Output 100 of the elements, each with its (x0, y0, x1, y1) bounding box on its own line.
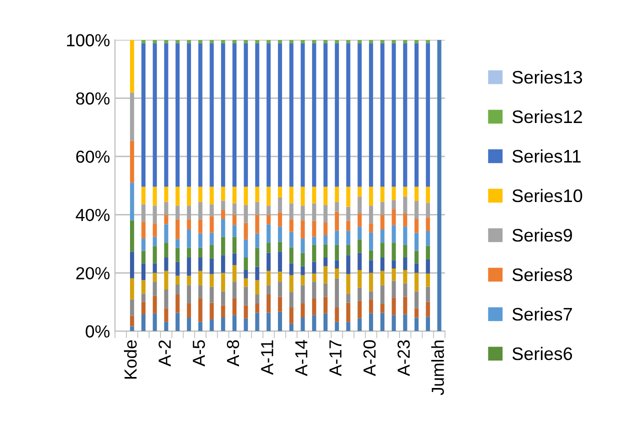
bar (232, 265, 237, 282)
bar (358, 239, 362, 253)
bar (210, 204, 214, 216)
bar (414, 232, 419, 251)
bar (210, 216, 214, 233)
bar (152, 206, 157, 224)
bar (300, 40, 305, 44)
bar (266, 40, 271, 44)
x-tick-label: A-23 (398, 340, 410, 376)
bar (312, 315, 316, 332)
bar (186, 303, 192, 318)
bar (278, 186, 282, 198)
bar (380, 40, 384, 44)
bar (244, 40, 248, 44)
bar (426, 273, 430, 287)
bar (300, 285, 305, 304)
bar (244, 205, 248, 223)
bar (266, 285, 271, 294)
legend-label: Series7 (512, 307, 572, 321)
bar (368, 186, 374, 206)
bar (426, 40, 430, 44)
bar (152, 40, 157, 44)
bar (186, 40, 192, 44)
bar (380, 242, 384, 258)
bar (414, 263, 419, 273)
bar (300, 275, 305, 286)
bar (186, 230, 192, 248)
bar (368, 260, 374, 273)
bar (358, 288, 362, 301)
bar (255, 43, 260, 187)
bar (414, 219, 419, 233)
x-tick-label: A-5 (192, 340, 206, 366)
bar (164, 214, 168, 224)
bar (414, 272, 419, 292)
bar (346, 294, 350, 303)
bar (289, 186, 294, 204)
bar (346, 302, 350, 322)
bar (198, 270, 202, 286)
bar (152, 263, 157, 273)
bar (198, 219, 202, 234)
bar (141, 294, 146, 302)
bar (289, 203, 294, 220)
bar (130, 299, 134, 316)
bar (255, 202, 260, 215)
bar (392, 268, 396, 281)
legend-label: Series13 (512, 70, 582, 84)
bar (323, 222, 328, 236)
bar (289, 247, 294, 264)
bar (244, 222, 248, 240)
bar (358, 196, 362, 214)
bar (392, 40, 396, 44)
bar (232, 298, 237, 316)
bar (266, 252, 271, 271)
y-tick-label: 0% (86, 325, 110, 338)
bar (221, 317, 226, 332)
bar (278, 312, 282, 332)
bar (334, 268, 339, 278)
bar (300, 186, 305, 206)
bar (164, 257, 168, 271)
bar (232, 186, 237, 204)
bar (198, 233, 202, 248)
bar (130, 40, 134, 93)
bar (368, 272, 374, 292)
bar (358, 186, 362, 197)
bar (414, 200, 419, 220)
bar (130, 140, 134, 183)
bar (278, 40, 282, 44)
bar (186, 206, 192, 220)
bar (426, 202, 430, 218)
bar (278, 212, 282, 227)
bar (266, 43, 271, 187)
bar (368, 313, 374, 332)
legend-label: Series6 (512, 346, 572, 360)
y-tick-label: 40% (76, 208, 110, 222)
bar (358, 40, 362, 44)
bar (346, 40, 350, 44)
bar (334, 260, 339, 269)
bar (368, 40, 374, 44)
bar (358, 43, 362, 187)
bar (403, 226, 408, 245)
bar (289, 232, 294, 248)
bar (323, 257, 328, 266)
bar (210, 43, 214, 187)
bar (278, 282, 282, 297)
bar (164, 242, 168, 258)
bar (414, 318, 419, 332)
bar (289, 40, 294, 44)
bar (176, 248, 180, 262)
bar (426, 302, 430, 317)
bar (334, 322, 339, 332)
bar (300, 43, 305, 187)
bar (323, 186, 328, 206)
bar (210, 286, 214, 303)
bar (278, 272, 282, 282)
x-tick-label: A-11 (261, 340, 274, 375)
bar (278, 43, 282, 187)
bar (312, 220, 316, 237)
bar (244, 239, 248, 258)
bar (266, 206, 271, 215)
bar (334, 186, 339, 202)
